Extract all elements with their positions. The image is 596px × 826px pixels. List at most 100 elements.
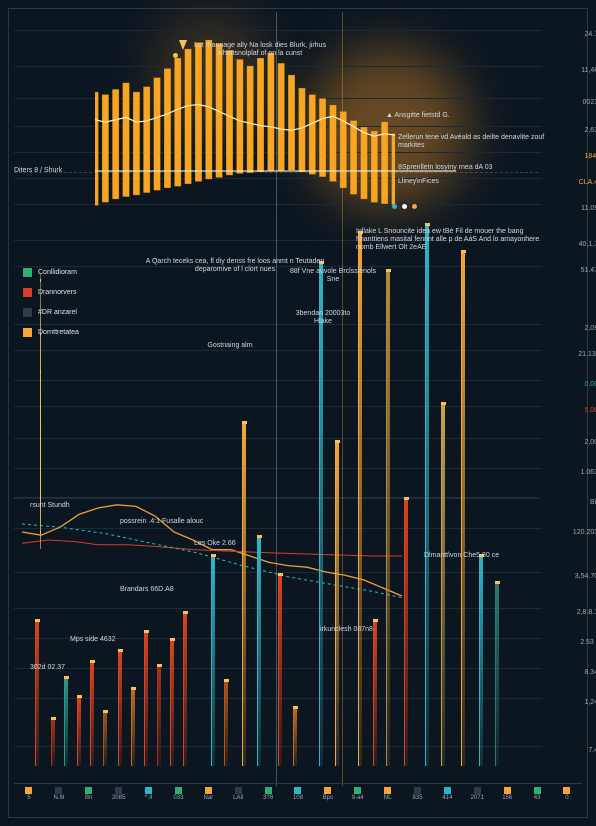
legend-item: #DR anzarel [22,307,79,318]
volume-bar [358,234,362,766]
x-axis: 5N.6lBn2085^.Il033NarLAil3?8108Bps9-a4NL… [14,783,582,814]
y-tick-label: 8.340 [584,669,596,676]
legend-label: #DR anzarel [38,309,77,316]
y-tick-label: 2,097 [584,325,596,332]
x-tick-label: 9-a4 [343,795,373,801]
right-axis: 24.1211,460002302,637184.1CLA.4711.09440… [544,14,596,786]
x-tick-label: 033 [163,795,193,801]
y-tick-label: 120.2034 [573,529,596,536]
volume-bar [441,405,445,766]
chart-stage: 24.1211,460002302,637184.1CLA.4711.09440… [0,0,596,826]
legend-swatch [22,327,33,338]
x-tick: NL [373,784,403,814]
x-tick: 414 [432,784,462,814]
y-tick-label: 5.000 [584,407,596,414]
legend-swatch [22,307,33,318]
x-tick: Bn [74,784,104,814]
volume-bar [211,557,215,766]
x-tick-icon [354,787,361,794]
x-tick-label: 414 [432,795,462,801]
x-tick-label: Bps [313,795,343,801]
x-tick-icon [444,787,451,794]
legend-label: Dornttretatea [38,329,79,336]
volume-bar [90,663,94,766]
y-tick-label: 2.53 % [580,639,596,646]
x-tick-icon [414,787,421,794]
volume-bar [183,614,187,766]
y-tick-label: 184.1 [584,153,596,160]
x-tick-label: 3?8 [253,795,283,801]
x-tick: 033 [163,784,193,814]
x-tick: Nar [193,784,223,814]
volume-bars [20,386,536,766]
volume-bar [35,622,39,766]
x-tick-icon [504,787,511,794]
x-tick-icon [115,787,122,794]
y-tick-label: 11.094 [581,205,596,212]
y-tick-label: 11,460 [581,67,596,74]
x-tick-label: Nar [193,795,223,801]
x-tick-icon [85,787,92,794]
y-tick-label: 00230 [583,99,596,106]
y-tick-label: 2,637 [584,127,596,134]
x-tick: 0 [552,784,582,814]
x-tick-icon [534,787,541,794]
x-tick-icon [384,787,391,794]
legend-label: Conllidioram [38,269,77,276]
volume-bar [157,667,161,766]
x-tick-icon [265,787,272,794]
volume-bar [479,557,483,766]
volume-bar [461,253,465,766]
x-tick-label: 108 [283,795,313,801]
x-tick-icon [175,787,182,794]
x-tick-label: Bn [74,795,104,801]
legend-item: Dornttretatea [22,327,79,338]
y-gridline [14,30,542,31]
x-tick: 5 [14,784,44,814]
x-tick-icon [235,787,242,794]
x-tick: Bps [313,784,343,814]
volume-bar [131,690,135,766]
volume-bar [386,272,390,766]
volume-bar [404,500,408,766]
x-tick-icon [294,787,301,794]
x-tick: 108 [283,784,313,814]
legend-label: Drannorvers [38,289,77,296]
y-tick-label: 24.12 [584,31,596,38]
x-tick: 43 [522,784,552,814]
x-tick: 156 [492,784,522,814]
x-tick-icon [205,787,212,794]
x-tick: 3?8 [253,784,283,814]
x-tick-icon [563,787,570,794]
marker-dot [392,204,397,209]
x-tick-icon [474,787,481,794]
x-tick-label: NL [373,795,403,801]
x-tick-label: 2085 [104,795,134,801]
x-tick-icon [25,787,32,794]
mid-baseline [95,170,456,172]
legend-swatch [22,287,33,298]
legend-swatch [22,267,33,278]
y-tick-label: 1.0630 [581,469,596,476]
x-tick-icon [324,787,331,794]
volume-bar [373,622,377,766]
x-tick: 835 [403,784,433,814]
volume-bar [51,720,55,766]
volume-bar [257,538,261,766]
x-tick: ^.Il [134,784,164,814]
volume-bar [170,641,174,766]
x-tick-label: 43 [522,795,552,801]
x-tick-label: ^.Il [134,795,164,801]
legend-item: Conllidioram [22,267,79,278]
x-tick: LAil [223,784,253,814]
y-tick-label: 51.474 [581,267,596,274]
volume-bar [278,576,282,766]
y-tick-label: 2,000 [584,439,596,446]
x-tick-label: 156 [492,795,522,801]
y-tick-label: Bitd [590,499,596,506]
legend: Conllidioram Drannorvers #DR anzarel Dorntt… [22,258,79,347]
volume-bar [224,682,228,766]
y-tick-label: 0,008 [584,381,596,388]
y-tick-label: 2,8.8.10 [577,609,596,616]
x-tick: 2071 [462,784,492,814]
